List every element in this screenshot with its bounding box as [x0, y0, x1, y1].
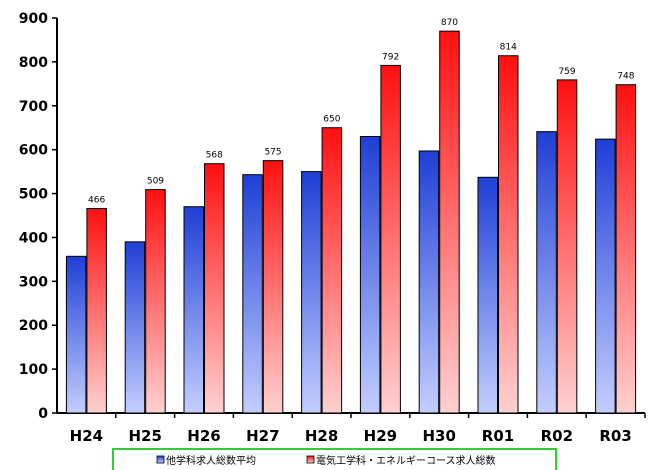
y-tick-label: 800: [19, 55, 48, 71]
bar-elec-dept-H24: [86, 207, 107, 414]
x-axis: H24 H25 H26 H27 H28 H29 H30 R01 R02 R03: [57, 412, 646, 445]
x-tick-label: H27: [246, 427, 279, 445]
data-label: 568: [206, 151, 223, 161]
y-tick-label: 900: [19, 11, 48, 27]
bar-other-dept-H30: [418, 150, 440, 414]
bar-elec-dept-R01: [498, 55, 519, 414]
y-tick-label: 0: [38, 406, 48, 422]
legend-label: 電気工学科・エネルギーコース求人総数: [316, 454, 496, 467]
x-tick-label: H26: [187, 427, 220, 445]
bar-elec-dept-H25: [145, 189, 166, 414]
bar-elec-dept-H26: [204, 163, 225, 414]
y-tick-label: 500: [19, 187, 48, 203]
data-label: 792: [382, 52, 399, 62]
x-tick-label: H24: [70, 427, 103, 445]
bar-other-dept-H28: [301, 171, 322, 414]
bar-other-dept-R03: [595, 138, 616, 414]
legend-swatch: [156, 455, 165, 464]
bar-other-dept-H24: [65, 255, 87, 414]
bar-other-dept-H27: [242, 174, 263, 414]
y-tick-label: 300: [19, 274, 48, 290]
y-axis: 0 100 200 300 400 500 600 700 800 900: [19, 11, 58, 422]
data-label: 466: [88, 195, 105, 205]
bar-other-dept-H26: [183, 206, 204, 414]
legend: 他学科求人総数平均 電気工学科・エネルギーコース求人総数: [112, 448, 557, 470]
legend-box: [112, 448, 557, 470]
bar-other-dept-H29: [359, 136, 381, 414]
y-tick-label: 200: [19, 318, 48, 334]
bar-elec-dept-R02: [556, 79, 578, 414]
x-tick-label: R01: [482, 427, 514, 445]
x-tick-label: H29: [364, 427, 397, 445]
y-tick-label: 400: [19, 230, 48, 246]
bar-elec-dept-H28: [321, 127, 343, 414]
bar-elec-dept-R03: [615, 84, 637, 414]
data-label: 759: [558, 67, 575, 77]
data-label: 748: [617, 72, 634, 82]
x-tick-label: R02: [541, 427, 573, 445]
x-tick-label: H28: [305, 427, 338, 445]
y-tick-label: 600: [19, 143, 48, 159]
x-tick-label: R03: [599, 427, 631, 445]
data-label: 870: [441, 18, 458, 28]
bar-elec-dept-H30: [439, 30, 460, 414]
legend-label: 他学科求人総数平均: [166, 454, 256, 467]
bar-other-dept-R01: [477, 176, 498, 414]
bar-elec-dept-H27: [262, 160, 284, 414]
bar-elec-dept-H29: [380, 64, 401, 414]
x-tick-label: H25: [128, 427, 161, 445]
bar-other-dept-H25: [124, 241, 146, 414]
x-tick-label: H30: [422, 427, 455, 445]
y-tick-label: 100: [19, 362, 48, 378]
legend-swatch: [306, 455, 315, 464]
bar-other-dept-R02: [536, 131, 557, 414]
data-labels: 466 509 568 575 650 792 870 814 759 748: [88, 18, 635, 205]
data-label: 509: [147, 177, 164, 187]
data-label: 814: [500, 43, 517, 53]
data-label: 650: [323, 115, 340, 125]
y-tick-label: 700: [19, 99, 48, 115]
data-label: 575: [264, 148, 281, 158]
bars: [65, 30, 637, 414]
